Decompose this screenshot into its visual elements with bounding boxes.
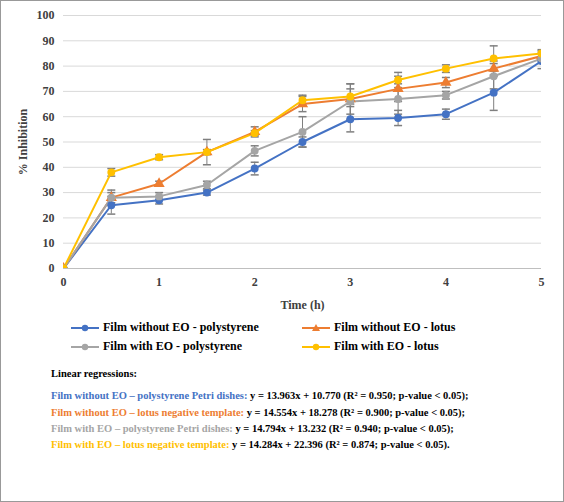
svg-text:2: 2 xyxy=(252,275,258,289)
svg-text:4: 4 xyxy=(443,275,449,289)
svg-text:% Inhibition: % Inhibition xyxy=(16,108,30,175)
html-text:Linear regressions:: Linear regressions: xyxy=(51,368,137,379)
svg-text:30: 30 xyxy=(43,185,55,199)
svg-text:0: 0 xyxy=(61,275,67,289)
svg-text:20: 20 xyxy=(43,211,55,225)
svg-text:80: 80 xyxy=(43,59,55,73)
svg-text:1: 1 xyxy=(156,275,162,289)
html-text:Film with EO – lotus negative: Film with EO – lotus negative template: … xyxy=(51,439,450,451)
svg-text:10: 10 xyxy=(43,236,55,250)
svg-text:5: 5 xyxy=(539,275,545,289)
svg-text:Time (h): Time (h) xyxy=(280,298,324,312)
svg-text:3: 3 xyxy=(347,275,353,289)
svg-text:70: 70 xyxy=(43,84,55,98)
svg-text:60: 60 xyxy=(43,110,55,124)
svg-text:90: 90 xyxy=(43,34,55,48)
html-text:Film with EO – polystyrene Pet: Film with EO – polystyrene Petri dishes:… xyxy=(51,422,454,434)
html-text:Film without EO – lotus negati: Film without EO – lotus negative templat… xyxy=(51,406,466,418)
html-text:Film without EO - lotus: Film without EO - lotus xyxy=(334,320,456,334)
svg-text:50: 50 xyxy=(43,135,55,149)
svg-text:40: 40 xyxy=(43,160,55,174)
html-text:Film without EO - polystyrene: Film without EO - polystyrene xyxy=(103,320,259,334)
html-text:Film with EO - polystyrene: Film with EO - polystyrene xyxy=(103,339,243,353)
svg-text:0: 0 xyxy=(49,261,55,275)
svg-text:100: 100 xyxy=(37,8,55,22)
html-text:Film without EO – polystyrene: Film without EO – polystyrene Petri dish… xyxy=(51,390,469,402)
html-text:Film with EO - lotus: Film with EO - lotus xyxy=(334,339,439,353)
